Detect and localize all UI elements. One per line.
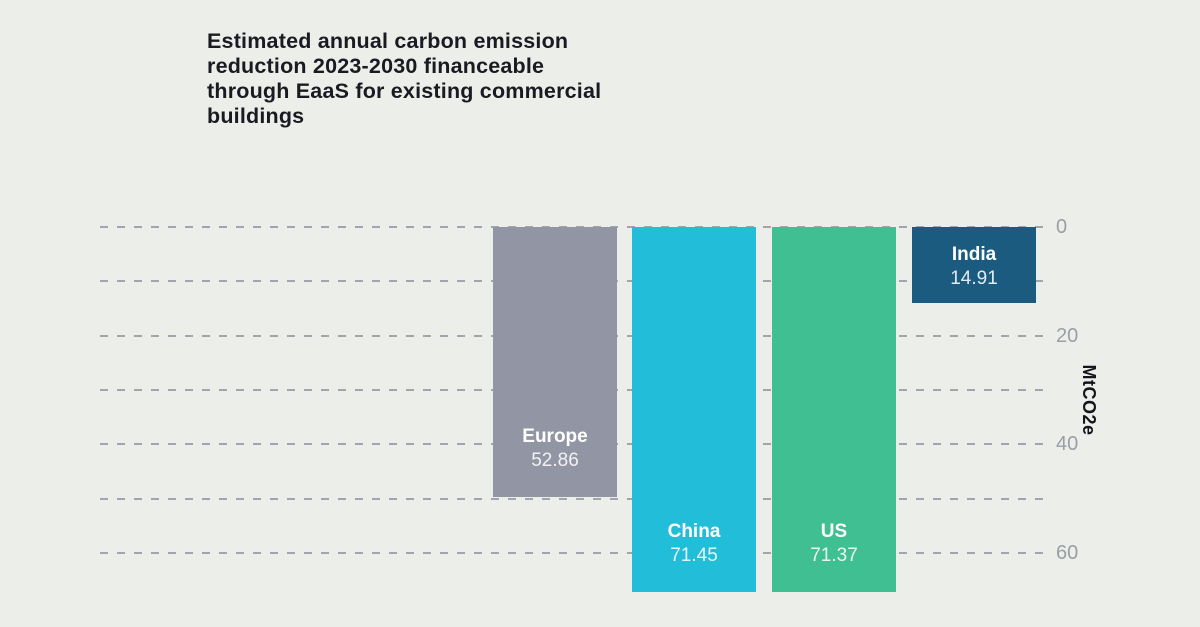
chart-title-line: through EaaS for existing commercial — [207, 79, 602, 103]
bar-category-label: India — [951, 244, 997, 265]
bar-category-label: US — [820, 521, 848, 542]
y-tick-label-0: 0 — [1056, 216, 1068, 238]
chart-title-line: buildings — [207, 104, 305, 128]
y-tick-label-60: 60 — [1056, 541, 1079, 564]
bar-china: China 71.45 — [632, 227, 756, 592]
gridline-60 — [100, 551, 1050, 554]
bar-category-label: Europe — [522, 426, 588, 447]
bar-us: US 71.37 — [772, 227, 896, 592]
bar-value-label: 71.45 — [670, 545, 718, 566]
bar-value-label: 52.86 — [531, 450, 579, 471]
y-tick-label-40: 40 — [1056, 433, 1079, 456]
bar-europe: Europe 52.86 — [493, 227, 617, 497]
chart-title-line: reduction 2023-2030 financeable — [207, 54, 545, 78]
gridline-50 — [100, 497, 1050, 500]
y-tick-label-20: 20 — [1056, 324, 1079, 347]
chart-title: Estimated annual carbon emission reducti… — [207, 29, 687, 129]
chart-title-line: Estimated annual carbon emission — [207, 29, 569, 53]
bar-value-label: 14.91 — [950, 268, 998, 289]
bar-category-label: China — [667, 521, 721, 542]
bar-value-label: 71.37 — [810, 545, 858, 566]
bar-india: India 14.91 — [912, 227, 1036, 303]
y-axis-unit-label: MtCO2e — [1079, 364, 1099, 436]
